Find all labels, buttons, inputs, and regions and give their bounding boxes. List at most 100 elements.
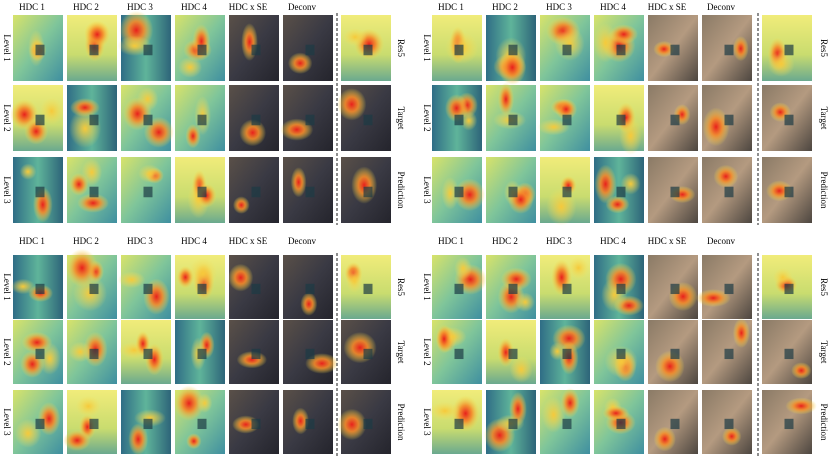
occlusion-patch: [363, 283, 373, 295]
right-label: Target: [396, 107, 406, 130]
heatmap-image: [762, 390, 817, 454]
heatmap-image: [594, 85, 644, 155]
column-header: HDC 2: [492, 2, 518, 12]
column-header: HDC 3: [546, 236, 572, 246]
right-label: Res5: [819, 278, 829, 297]
occlusion-patch: [197, 186, 207, 198]
occlusion-patch: [35, 418, 45, 430]
activation-blob: [732, 317, 750, 349]
occlusion-patch: [197, 114, 207, 126]
activation-blob: [713, 164, 739, 188]
occlusion-patch: [89, 114, 99, 126]
heatmap-image: [762, 255, 812, 319]
activation-blob: [188, 257, 218, 290]
occlusion-patch: [562, 348, 572, 360]
heatmap-image: [229, 320, 279, 384]
activation-blob: [300, 292, 318, 316]
occlusion-patch: [305, 186, 315, 198]
activation-blob: [63, 429, 91, 451]
activation-blob: [128, 423, 149, 456]
activation-blob: [604, 345, 638, 378]
column-header: HDC 1: [438, 236, 464, 246]
right-label: Res5: [396, 278, 406, 297]
row-label: Level 3: [422, 176, 432, 204]
occlusion-patch: [724, 348, 734, 360]
heatmap-image: [66, 248, 117, 319]
occlusion-patch: [616, 44, 626, 56]
heatmap-image: [283, 15, 333, 81]
heatmap-image: [341, 157, 391, 223]
occlusion-patch: [784, 44, 794, 56]
heatmap-image: [67, 157, 117, 223]
column-header: Deconv: [707, 2, 735, 12]
heatmap-image: [702, 390, 752, 454]
occlusion-patch: [363, 418, 373, 430]
heatmap-image: [174, 385, 225, 454]
column-header: HDC 3: [127, 236, 153, 246]
heatmap-image: [594, 157, 644, 223]
heatmap-image: [594, 320, 644, 384]
occlusion-patch: [251, 114, 261, 126]
heatmap-image: [648, 320, 698, 384]
heatmap-image: [117, 255, 171, 319]
right-label: Target: [396, 341, 406, 364]
activation-blob: [138, 164, 162, 183]
activation-blob: [772, 267, 793, 288]
activation-blob: [605, 262, 637, 296]
activation-blob: [287, 52, 313, 74]
heatmap-image: [762, 85, 812, 151]
activation-blob: [441, 177, 460, 210]
occlusion-patch: [89, 44, 99, 56]
column-header: Deconv: [288, 236, 316, 246]
occlusion-patch: [89, 348, 99, 360]
heatmap-image: [702, 15, 752, 81]
row-label: Level 2: [2, 338, 12, 365]
heatmap-image: [432, 157, 486, 223]
activation-blob: [196, 393, 213, 413]
activation-blob: [69, 172, 89, 196]
occlusion-patch: [670, 44, 680, 56]
heatmap-image: [229, 85, 279, 151]
heatmap-image: [175, 320, 225, 384]
activation-blob: [609, 24, 639, 45]
activation-blob: [232, 196, 250, 214]
heatmap-image: [117, 10, 171, 81]
column-header: HDC 2: [73, 2, 99, 12]
activation-blob: [619, 116, 642, 155]
occlusion-patch: [616, 283, 626, 295]
activation-blob: [498, 49, 527, 86]
column-header: HDC 4: [600, 2, 626, 12]
activation-blob: [555, 98, 578, 120]
row-label: Level 2: [2, 104, 12, 131]
activation-blob: [186, 433, 202, 450]
row-label: Level 1: [2, 34, 12, 61]
activation-blob: [429, 401, 461, 421]
occlusion-patch: [197, 348, 207, 360]
heatmap-image: [486, 15, 536, 86]
activation-blob: [68, 341, 92, 363]
occlusion-patch: [616, 114, 626, 126]
heatmap-image: [67, 85, 117, 151]
heatmap-image: [13, 157, 63, 223]
heatmap-image: [121, 390, 171, 456]
occlusion-patch: [143, 348, 153, 360]
occlusion-patch: [562, 186, 572, 198]
activation-blob: [239, 119, 267, 147]
activation-blob: [228, 263, 254, 292]
activation-blob: [66, 248, 98, 288]
activation-blob: [37, 401, 61, 436]
occlusion-patch: [508, 418, 518, 430]
row-label: Level 3: [422, 408, 432, 436]
activation-blob: [655, 350, 685, 383]
heatmap-image: [63, 390, 117, 454]
activation-blob: [290, 167, 307, 198]
column-header: HDC 1: [19, 236, 45, 246]
occlusion-patch: [197, 44, 207, 56]
heatmap-image: [702, 317, 752, 384]
occlusion-patch: [508, 186, 518, 198]
right-label: Res5: [396, 39, 406, 58]
occlusion-patch: [670, 186, 680, 198]
heatmap-image: [432, 255, 487, 319]
activation-blob: [500, 267, 532, 291]
occlusion-patch: [143, 44, 153, 56]
